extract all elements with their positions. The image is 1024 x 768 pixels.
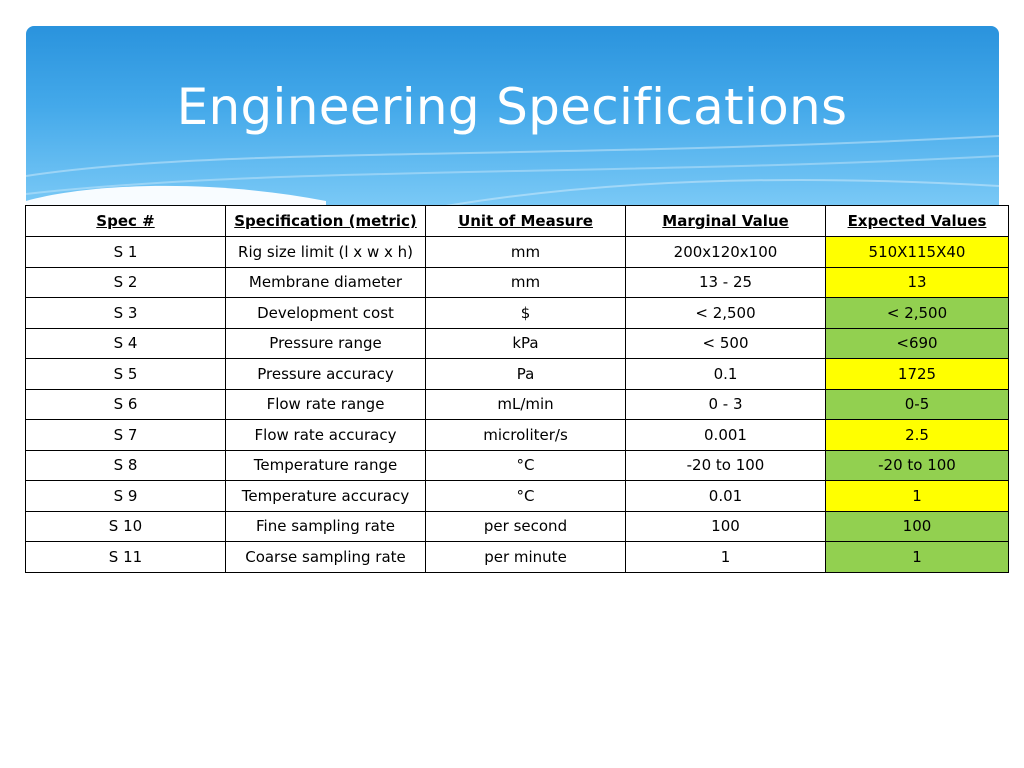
- spec-number-cell: S 8: [25, 449, 226, 481]
- table-row: S 2 Membrane diameter mm 13 - 25 13: [25, 266, 1009, 298]
- specification-cell: Fine sampling rate: [225, 510, 426, 542]
- table-row: S 7 Flow rate accuracy microliter/s 0.001 2.…: [25, 419, 1009, 451]
- spec-table: Spec # Specification (metric) Unit of Me…: [25, 205, 1009, 573]
- unit-cell: mm: [425, 266, 626, 298]
- table-body: S 1 Rig size limit (l x w x h) mm 200x120x1…: [25, 236, 1009, 573]
- marginal-value-cell: < 500: [625, 327, 826, 359]
- expected-value-cell: 1: [825, 541, 1009, 573]
- specification-cell: Temperature range: [225, 449, 426, 481]
- spec-number-cell: S 5: [25, 358, 226, 390]
- banner-wave-decoration: [26, 135, 999, 206]
- marginal-value-cell: 0.001: [625, 419, 826, 451]
- header-expected-values: Expected Values: [825, 205, 1009, 237]
- specification-cell: Flow rate range: [225, 388, 426, 420]
- specification-cell: Membrane diameter: [225, 266, 426, 298]
- table-row: S 1 Rig size limit (l x w x h) mm 200x120x1…: [25, 236, 1009, 268]
- marginal-value-cell: < 2,500: [625, 297, 826, 329]
- marginal-value-cell: 1: [625, 541, 826, 573]
- unit-cell: °C: [425, 480, 626, 512]
- unit-cell: Pa: [425, 358, 626, 390]
- unit-cell: $: [425, 297, 626, 329]
- specification-cell: Development cost: [225, 297, 426, 329]
- unit-cell: per minute: [425, 541, 626, 573]
- expected-value-cell: 510X115X40: [825, 236, 1009, 268]
- spec-number-cell: S 3: [25, 297, 226, 329]
- marginal-value-cell: -20 to 100: [625, 449, 826, 481]
- header-specification: Specification (metric): [225, 205, 426, 237]
- table-row: S 3 Development cost $ < 2,500 < 2,500: [25, 297, 1009, 329]
- table-row: S 11 Coarse sampling rate per minute 1 1: [25, 541, 1009, 573]
- specification-cell: Rig size limit (l x w x h): [225, 236, 426, 268]
- expected-value-cell: 100: [825, 510, 1009, 542]
- unit-cell: °C: [425, 449, 626, 481]
- marginal-value-cell: 0.01: [625, 480, 826, 512]
- expected-value-cell: 13: [825, 266, 1009, 298]
- table-row: S 4 Pressure range kPa < 500 <690: [25, 327, 1009, 359]
- spec-number-cell: S 4: [25, 327, 226, 359]
- table-row: S 9 Temperature accuracy °C 0.01 1: [25, 480, 1009, 512]
- expected-value-cell: <690: [825, 327, 1009, 359]
- expected-value-cell: < 2,500: [825, 297, 1009, 329]
- title-banner: [26, 26, 999, 206]
- slide-title: Engineering Specifications: [176, 78, 848, 136]
- specification-cell: Temperature accuracy: [225, 480, 426, 512]
- table-header-row: Spec # Specification (metric) Unit of Me…: [25, 205, 1009, 237]
- table-row: S 10 Fine sampling rate per second 100 100: [25, 510, 1009, 542]
- expected-value-cell: 1725: [825, 358, 1009, 390]
- unit-cell: mm: [425, 236, 626, 268]
- expected-value-cell: 0-5: [825, 388, 1009, 420]
- header-unit: Unit of Measure: [425, 205, 626, 237]
- spec-number-cell: S 1: [25, 236, 226, 268]
- expected-value-cell: 2.5: [825, 419, 1009, 451]
- marginal-value-cell: 0.1: [625, 358, 826, 390]
- marginal-value-cell: 100: [625, 510, 826, 542]
- expected-value-cell: -20 to 100: [825, 449, 1009, 481]
- spec-number-cell: S 9: [25, 480, 226, 512]
- marginal-value-cell: 0 - 3: [625, 388, 826, 420]
- specification-cell: Pressure accuracy: [225, 358, 426, 390]
- table-row: S 5 Pressure accuracy Pa 0.1 1725: [25, 358, 1009, 390]
- spec-number-cell: S 6: [25, 388, 226, 420]
- unit-cell: mL/min: [425, 388, 626, 420]
- unit-cell: kPa: [425, 327, 626, 359]
- spec-number-cell: S 10: [25, 510, 226, 542]
- spec-number-cell: S 7: [25, 419, 226, 451]
- table-row: S 8 Temperature range °C -20 to 100 -20 to 1…: [25, 449, 1009, 481]
- header-marginal-value: Marginal Value: [625, 205, 826, 237]
- spec-number-cell: S 2: [25, 266, 226, 298]
- marginal-value-cell: 13 - 25: [625, 266, 826, 298]
- expected-value-cell: 1: [825, 480, 1009, 512]
- specification-cell: Flow rate accuracy: [225, 419, 426, 451]
- header-spec-number: Spec #: [25, 205, 226, 237]
- table-row: S 6 Flow rate range mL/min 0 - 3 0-5: [25, 388, 1009, 420]
- specification-cell: Pressure range: [225, 327, 426, 359]
- unit-cell: microliter/s: [425, 419, 626, 451]
- spec-number-cell: S 11: [25, 541, 226, 573]
- unit-cell: per second: [425, 510, 626, 542]
- marginal-value-cell: 200x120x100: [625, 236, 826, 268]
- spec-table-container: Spec # Specification (metric) Unit of Me…: [25, 205, 1009, 573]
- specification-cell: Coarse sampling rate: [225, 541, 426, 573]
